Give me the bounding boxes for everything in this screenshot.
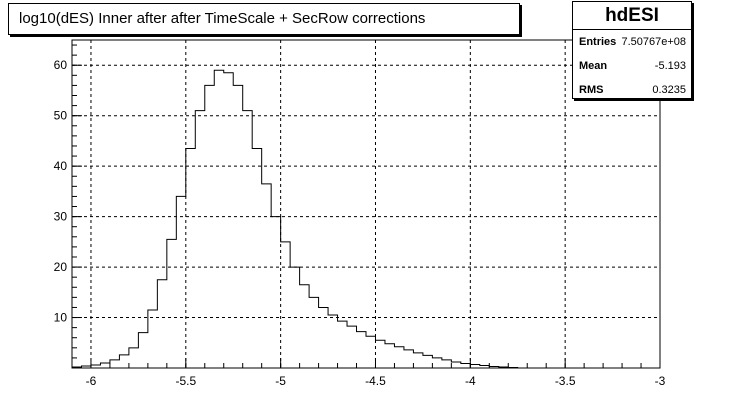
histogram-bin-13 (195, 111, 204, 368)
histogram-bin-35 (404, 350, 413, 368)
histogram-bin-5 (119, 355, 128, 368)
histogram-bin-42 (470, 364, 479, 368)
histogram-bin-33 (385, 344, 394, 368)
histogram-bin-23 (290, 267, 299, 368)
histogram-bin-14 (205, 85, 214, 368)
histogram-bin-25 (309, 297, 318, 368)
histogram-bin-21 (271, 217, 280, 368)
axis-layer: -6 -5.5 -5 -4.5 -4 -3.5 -3 10 20 30 40 50 60 (54, 39, 666, 388)
stats-row-rms: RMS 0.3235 (573, 78, 691, 102)
stats-row-mean: Mean -5.193 (573, 54, 691, 78)
histogram-bin-32 (375, 340, 384, 368)
histogram-bin-27 (328, 315, 337, 368)
stats-value-entries: 7.50767e+08 (621, 36, 686, 48)
x-tick-label-1: -5.5 (175, 374, 196, 388)
histogram-bin-30 (357, 332, 366, 368)
y-tick-label-5: 60 (54, 58, 68, 72)
histogram-bin-38 (432, 358, 441, 368)
histogram-bin-41 (461, 363, 470, 368)
histogram-bin-3 (100, 363, 109, 368)
histogram-bin-28 (338, 321, 347, 368)
stats-label-entries: Entries (579, 36, 617, 48)
histogram-bin-31 (366, 336, 375, 368)
histogram-bin-11 (176, 196, 185, 368)
histogram-bin-8 (148, 310, 157, 368)
stats-label-rms: RMS (579, 84, 604, 96)
stats-label-mean: Mean (579, 60, 608, 72)
x-tick-label-2: -5 (275, 374, 286, 388)
plot-frame (71, 39, 661, 369)
x-tick-label-5: -3.5 (555, 374, 576, 388)
histogram-bin-39 (442, 360, 451, 368)
chart-title: log10(dES) Inner after after TimeScale +… (19, 10, 426, 27)
histogram-bin-10 (167, 239, 176, 368)
x-tick-label-4: -4 (465, 374, 476, 388)
histogram-bin-15 (214, 70, 223, 368)
stats-value-mean: -5.193 (654, 60, 686, 72)
histogram-bin-40 (451, 362, 460, 368)
histogram-bin-37 (423, 355, 432, 368)
x-tick-label-6: -3 (655, 374, 666, 388)
histogram-bin-6 (129, 348, 138, 368)
histogram-bin-4 (110, 360, 119, 368)
histogram-bin-34 (394, 347, 403, 368)
histogram-bin-16 (224, 73, 233, 368)
histogram-bin-12 (186, 148, 195, 368)
histogram-bin-20 (262, 184, 271, 368)
histogram-bin-18 (243, 111, 252, 368)
y-tick-label-2: 30 (54, 210, 68, 224)
histogram-layer (71, 69, 519, 368)
histogram-bin-17 (233, 85, 242, 368)
histogram-bin-22 (281, 242, 290, 368)
histogram-bin-19 (252, 148, 261, 368)
histogram-bin-24 (300, 285, 309, 368)
x-tick-label-0: -6 (86, 374, 97, 388)
y-tick-label-1: 20 (54, 260, 68, 274)
histogram-name: hdESI (573, 2, 691, 30)
histogram-outline (71, 69, 519, 368)
stats-box: hdESI Entries 7.50767e+08 Mean -5.193 RM… (572, 1, 692, 99)
y-tick-label-3: 40 (54, 159, 68, 173)
stats-row-entries: Entries 7.50767e+08 (573, 30, 691, 54)
chart-title-box: log10(dES) Inner after after TimeScale +… (8, 3, 520, 35)
y-tick-label-0: 10 (54, 311, 68, 325)
histogram-bin-36 (413, 353, 422, 368)
stats-value-rms: 0.3235 (652, 84, 686, 96)
histogram-bin-9 (157, 280, 166, 368)
histogram-bin-7 (138, 333, 147, 368)
y-tick-label-4: 50 (54, 109, 68, 123)
x-tick-label-3: -4.5 (365, 374, 386, 388)
histogram-bin-26 (319, 307, 328, 368)
histogram-bin-29 (347, 326, 356, 368)
